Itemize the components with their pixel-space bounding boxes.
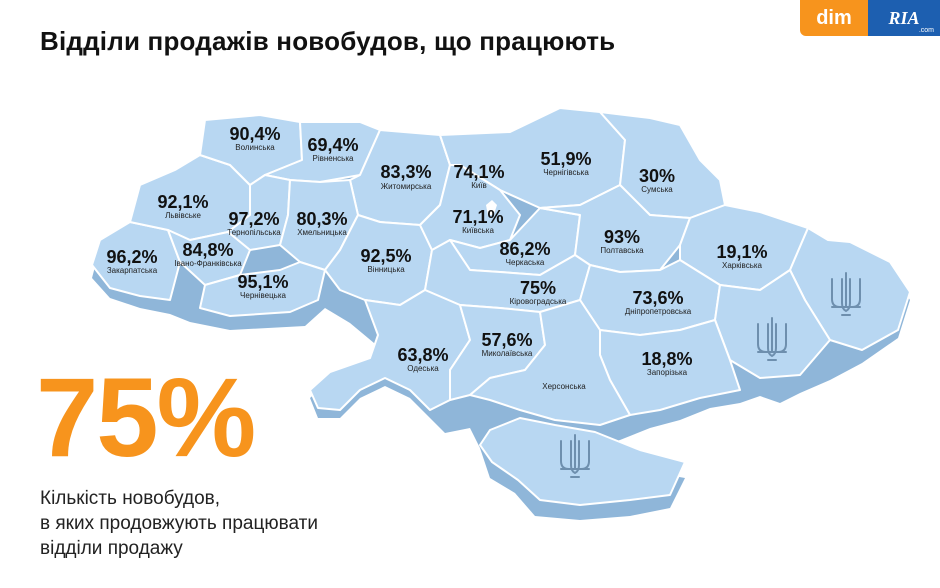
label-ivano-frankivska-name: Івано-Франківська	[174, 259, 242, 268]
label-odeska-pct: 63,8%	[397, 345, 448, 365]
label-sumska-pct: 30%	[639, 166, 675, 186]
caption-line-2: в яких продовжують працювати	[40, 513, 318, 534]
label-ternopilska-pct: 97,2%	[228, 209, 279, 229]
region-crimea[interactable]	[479, 417, 686, 506]
label-khersonska-name: Херсонська	[542, 382, 586, 391]
caption-line-1: Кількість новобудов,	[40, 488, 221, 509]
label-rivnenska-name: Рівненська	[313, 154, 354, 163]
label-volynska-name: Волинська	[235, 143, 275, 152]
region-labels: 90,4% Волинська 69,4% Рівненська 83,3% Ж…	[106, 124, 767, 391]
logo-dim: dim	[800, 0, 868, 36]
label-chernihivska-pct: 51,9%	[540, 149, 591, 169]
caption-line-3: відділи продажу	[40, 538, 183, 559]
label-zakarpatska-pct: 96,2%	[106, 247, 157, 267]
label-kyiv-name: Київ	[471, 181, 487, 190]
label-ternopilska-name: Тернопільська	[227, 228, 281, 237]
label-cherkaska-name: Черкаська	[506, 258, 545, 267]
label-zaporizka-pct: 18,8%	[641, 349, 692, 369]
big-stat-value: 75%	[36, 355, 256, 480]
label-zakarpatska-name: Закарпатська	[107, 266, 158, 275]
label-kyiv-pct: 74,1%	[453, 162, 504, 182]
label-poltavska-name: Полтавська	[600, 246, 644, 255]
label-chernivetska-pct: 95,1%	[237, 272, 288, 292]
region-khersonska[interactable]	[469, 299, 631, 426]
logo-ria: RIA .com	[868, 0, 940, 36]
label-dnipropetrovska-pct: 73,6%	[632, 288, 683, 308]
label-khmelnytska-name: Хмельницька	[297, 228, 347, 237]
region-poltavska[interactable]	[539, 184, 691, 273]
kyiv-city-marker-icon	[486, 200, 497, 216]
label-ivano-frankivska-pct: 84,8%	[182, 240, 233, 260]
map-surface	[91, 107, 911, 506]
dim-ria-logo[interactable]: dim RIA .com	[800, 0, 940, 36]
label-kirovohradska-name: Кіровоградська	[510, 297, 567, 306]
label-vinnytska-pct: 92,5%	[360, 246, 411, 266]
label-volynska-pct: 90,4%	[229, 124, 280, 144]
label-cherkaska-pct: 86,2%	[499, 239, 550, 259]
label-kirovohradska-pct: 75%	[520, 278, 556, 298]
label-sumska-name: Сумська	[641, 185, 673, 194]
label-rivnenska-pct: 69,4%	[307, 135, 358, 155]
label-khmelnytska-pct: 80,3%	[296, 209, 347, 229]
label-zaporizka-name: Запорізька	[647, 368, 688, 377]
label-kyivska-pct: 71,1%	[452, 207, 503, 227]
label-mykolaivska-pct: 57,6%	[481, 330, 532, 350]
label-chernivetska-name: Чернівецька	[240, 291, 286, 300]
label-chernihivska-name: Чернігівська	[543, 168, 589, 177]
label-dnipropetrovska-name: Дніпропетровська	[625, 307, 692, 316]
label-lvivska-name: Львівське	[165, 211, 201, 220]
label-lvivska-pct: 92,1%	[157, 192, 208, 212]
region-chernivetska[interactable]	[199, 261, 326, 317]
label-mykolaivska-name: Миколаївська	[482, 349, 533, 358]
label-kharkivska-name: Харківська	[722, 261, 763, 270]
label-vinnytska-name: Вінницька	[367, 265, 405, 274]
label-odeska-name: Одеська	[407, 364, 439, 373]
big-stat-caption: Кількість новобудов, в яких продовжують …	[40, 486, 318, 561]
logo-ria-text: RIA	[888, 7, 920, 28]
region-ivano-frankivska[interactable]	[167, 229, 251, 286]
label-zhytomyrska-pct: 83,3%	[380, 162, 431, 182]
label-zhytomyrska-name: Житомирська	[381, 182, 432, 191]
logo-ria-suffix: .com	[918, 27, 934, 34]
label-kharkivska-pct: 19,1%	[716, 242, 767, 262]
page-title: Відділи продажів новобудов, що працюють	[40, 26, 616, 56]
label-kyivska-name: Київська	[462, 226, 494, 235]
label-poltavska-pct: 93%	[604, 227, 640, 247]
